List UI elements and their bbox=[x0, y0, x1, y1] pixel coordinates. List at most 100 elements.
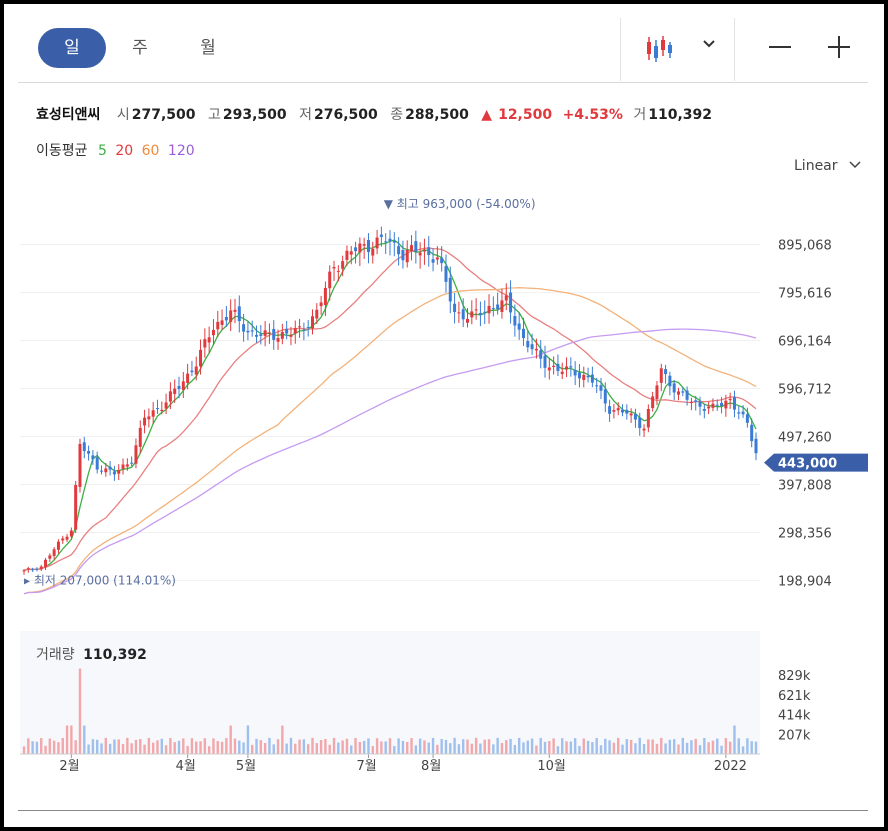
volume-panel-value: 110,392 bbox=[83, 647, 147, 663]
ma-20-label[interactable]: 20 bbox=[115, 143, 134, 159]
ma-60-label[interactable]: 60 bbox=[141, 143, 160, 159]
volume-bar bbox=[108, 743, 112, 754]
candle-body bbox=[401, 250, 405, 261]
volume-bar bbox=[195, 741, 198, 754]
candle-body bbox=[246, 330, 250, 333]
volume-bar bbox=[238, 740, 241, 754]
volume-bar bbox=[319, 739, 323, 754]
candle-body bbox=[259, 334, 263, 336]
price-axis-tick: 298,356 bbox=[778, 526, 832, 541]
candle-body bbox=[138, 427, 142, 447]
tab-daily[interactable]: 일 bbox=[38, 28, 106, 68]
volume-bar bbox=[44, 745, 47, 754]
candle-body bbox=[569, 366, 573, 368]
minus-icon[interactable] bbox=[768, 32, 792, 62]
candle-body bbox=[379, 234, 383, 237]
candle-body bbox=[39, 566, 43, 570]
volume-bar bbox=[470, 743, 474, 754]
volume-bar bbox=[40, 738, 43, 754]
volume-axis-tick: 621k bbox=[778, 689, 811, 704]
moving-average-title[interactable]: 이동평균 bbox=[36, 143, 88, 159]
moving-average-legend: 이동평균 5 20 60 120 bbox=[36, 140, 199, 160]
volume-bar bbox=[289, 737, 293, 754]
candle-body bbox=[371, 248, 375, 256]
candle-body bbox=[573, 369, 577, 376]
volume-bar bbox=[57, 742, 60, 754]
candle-body bbox=[702, 409, 706, 411]
volume-bar bbox=[233, 738, 237, 754]
volume-bar bbox=[638, 737, 641, 754]
volume-bar bbox=[70, 725, 73, 754]
volume-bar bbox=[543, 741, 547, 754]
open-label: 시 bbox=[116, 107, 130, 123]
open-value: 277,500 bbox=[131, 107, 196, 123]
volume-bar bbox=[147, 737, 151, 754]
volume-bar bbox=[251, 744, 254, 754]
ma-120-label[interactable]: 120 bbox=[167, 143, 195, 159]
tab-monthly[interactable]: 월 bbox=[200, 38, 216, 58]
candle-body bbox=[521, 328, 525, 339]
volume-bar bbox=[440, 738, 443, 754]
up-triangle-icon: ▲ bbox=[481, 107, 493, 123]
chevron-down-icon[interactable] bbox=[701, 36, 717, 52]
volume-bar bbox=[306, 744, 310, 754]
candle-body bbox=[496, 304, 500, 310]
x-axis-tick: 4월 bbox=[176, 759, 196, 774]
chevron-down-icon bbox=[849, 161, 861, 169]
ma-120-line bbox=[23, 328, 757, 595]
volume-bar bbox=[87, 744, 90, 754]
ma-5-line bbox=[23, 239, 757, 572]
candle-body bbox=[207, 337, 211, 343]
volume-bar bbox=[100, 743, 103, 754]
candle-body bbox=[362, 244, 366, 246]
volume-bar bbox=[703, 737, 706, 754]
scale-selector[interactable]: Linear bbox=[794, 158, 862, 174]
candle-body bbox=[685, 390, 689, 400]
x-axis-tick: 7월 bbox=[356, 759, 376, 774]
volume-bar bbox=[259, 740, 263, 754]
candle-body bbox=[61, 538, 65, 541]
volume-bar bbox=[65, 725, 69, 754]
candlestick-icon[interactable] bbox=[645, 34, 675, 64]
candle-body bbox=[414, 241, 418, 252]
volume-bar bbox=[716, 738, 719, 754]
candle-body bbox=[448, 277, 452, 302]
candle-body bbox=[121, 464, 125, 469]
candle-body bbox=[190, 370, 194, 373]
candle-body bbox=[754, 438, 758, 454]
candle-body bbox=[547, 367, 551, 371]
volume-bar bbox=[22, 746, 26, 754]
volume-bar bbox=[362, 740, 366, 754]
volume-bar bbox=[668, 739, 672, 754]
candle-body bbox=[155, 408, 159, 410]
plus-icon[interactable] bbox=[826, 32, 852, 62]
candle-body bbox=[595, 385, 599, 387]
toolbar-divider bbox=[734, 18, 735, 81]
candle-body bbox=[48, 555, 52, 559]
volume-bar bbox=[151, 742, 155, 754]
volume-bar bbox=[449, 743, 452, 754]
volume-bar bbox=[578, 745, 581, 754]
volume-bar bbox=[629, 739, 633, 754]
volume-bar bbox=[380, 741, 383, 754]
candle-body bbox=[306, 326, 310, 328]
scale-label: Linear bbox=[794, 158, 838, 174]
volume-bar bbox=[436, 744, 439, 754]
candle-body bbox=[315, 309, 319, 319]
candle-body bbox=[405, 249, 409, 263]
candle-body bbox=[272, 328, 276, 340]
candle-body bbox=[69, 530, 73, 537]
volume-bar bbox=[505, 740, 508, 754]
price-axis-tick: 795,616 bbox=[778, 287, 832, 302]
candle-body bbox=[422, 249, 426, 252]
volume-bar bbox=[565, 741, 568, 754]
volume-bar bbox=[375, 738, 379, 754]
volume-axis-tick: 414k bbox=[778, 709, 811, 724]
candle-body bbox=[612, 410, 616, 412]
volume-bar bbox=[281, 725, 284, 754]
price-volume-chart[interactable]: 895,068 795,616 696,164 596,712 497,260 397,8… bbox=[18, 184, 868, 784]
tab-weekly[interactable]: 주 bbox=[132, 38, 148, 58]
ma-5-label[interactable]: 5 bbox=[97, 143, 107, 159]
ma-20-line bbox=[23, 247, 757, 572]
candle-body bbox=[633, 413, 637, 420]
